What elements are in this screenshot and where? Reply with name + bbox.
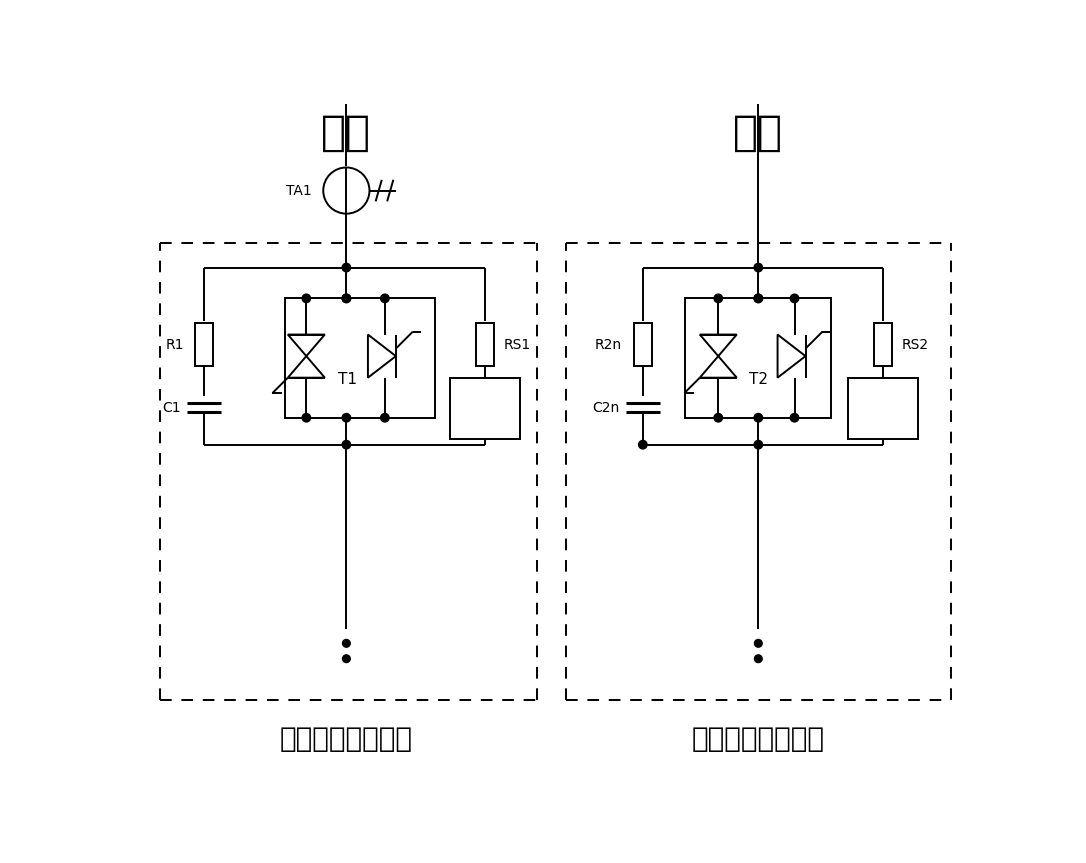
Circle shape	[342, 639, 350, 647]
Circle shape	[755, 639, 762, 647]
Text: VD1: VD1	[466, 399, 504, 416]
Text: 进线: 进线	[321, 112, 371, 154]
Text: 出线: 出线	[733, 112, 783, 154]
Text: T2: T2	[749, 372, 768, 387]
Circle shape	[342, 294, 351, 303]
Text: 第二电压检测模块: 第二电压检测模块	[692, 725, 824, 753]
Bar	[633, 323, 652, 366]
Circle shape	[342, 413, 351, 422]
Text: TA1: TA1	[286, 184, 312, 198]
Circle shape	[791, 413, 798, 422]
Circle shape	[754, 294, 762, 303]
Text: C2n: C2n	[592, 400, 619, 415]
Circle shape	[302, 413, 311, 422]
Circle shape	[754, 440, 762, 449]
Circle shape	[342, 294, 351, 303]
Circle shape	[380, 294, 389, 303]
Circle shape	[342, 263, 351, 272]
Text: GND2: GND2	[470, 423, 500, 433]
Circle shape	[380, 413, 389, 422]
Circle shape	[639, 440, 647, 449]
Bar	[685, 299, 832, 418]
Bar	[476, 323, 494, 366]
Text: S1: S1	[478, 384, 492, 394]
Circle shape	[754, 294, 762, 303]
Text: R2n: R2n	[595, 337, 621, 351]
Text: T1: T1	[339, 372, 357, 387]
Circle shape	[754, 263, 762, 272]
Text: GND2: GND2	[869, 423, 897, 433]
Text: 第一电压检测模块: 第一电压检测模块	[280, 725, 413, 753]
Text: RS1: RS1	[504, 337, 531, 351]
Text: RS2: RS2	[901, 337, 929, 351]
Circle shape	[714, 413, 722, 422]
Circle shape	[754, 413, 762, 422]
Bar	[285, 299, 434, 418]
Text: C1: C1	[162, 400, 181, 415]
Circle shape	[342, 440, 351, 449]
Bar	[848, 379, 918, 438]
Circle shape	[714, 294, 722, 303]
Text: R1: R1	[165, 337, 184, 351]
Bar	[194, 323, 213, 366]
Circle shape	[791, 294, 798, 303]
Circle shape	[302, 294, 311, 303]
Text: VD2: VD2	[864, 399, 902, 416]
Circle shape	[755, 655, 762, 663]
Text: S1: S1	[876, 384, 889, 394]
Bar	[874, 323, 893, 366]
Bar	[451, 379, 519, 438]
Circle shape	[342, 655, 350, 663]
